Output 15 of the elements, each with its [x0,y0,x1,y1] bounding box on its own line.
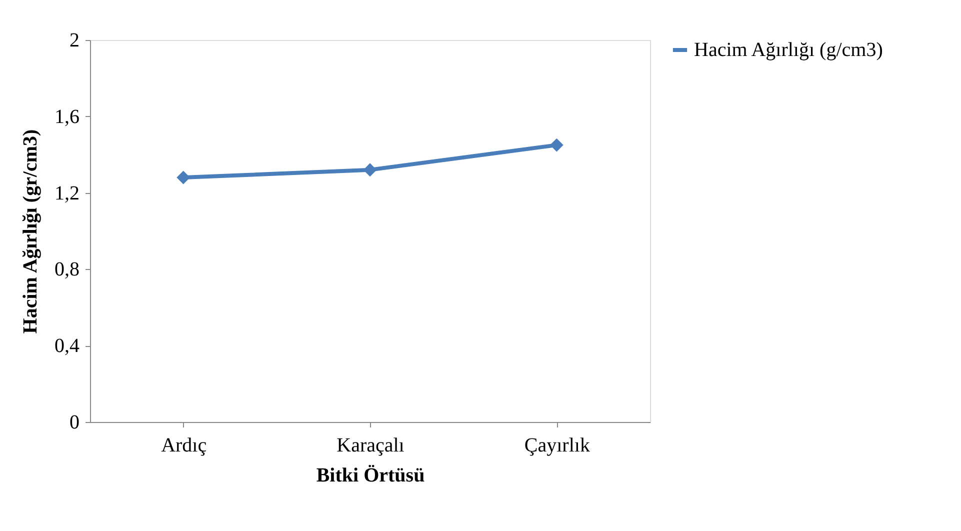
y-tick-label: 0 [70,412,80,434]
y-axis-title: Hacim Ağırlığı (gr/cm3) [20,129,42,334]
y-tick-label: 0,8 [54,258,80,281]
y-tick-label: 2 [70,30,80,52]
point [550,138,564,152]
y-tick-label: 1,6 [54,106,80,128]
x-tick-label: Çayırlık [524,434,590,456]
point [363,163,377,177]
y-tick-label: 0,4 [54,335,80,358]
x-tick-label: Ardıç [161,434,207,456]
point [176,170,190,184]
x-axis-title: Bitki Örtüsü [316,464,425,486]
y-tick-label: 1,2 [54,182,80,204]
legend-label: Hacim Ağırlığı (g/cm3) [694,39,883,61]
x-tick-label: Karaçalı [336,434,405,456]
